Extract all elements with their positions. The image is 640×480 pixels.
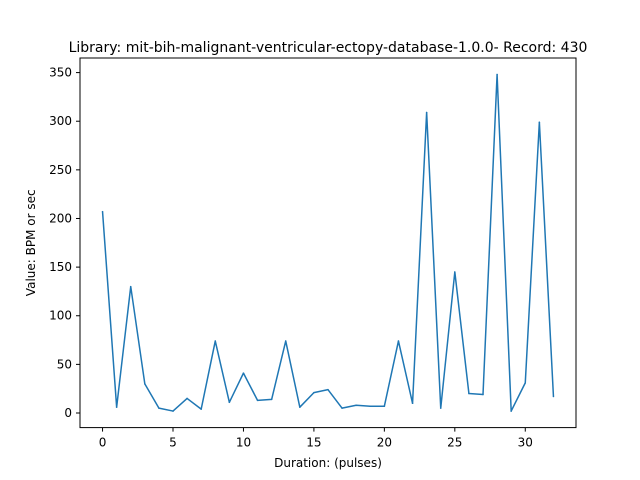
y-tick-label: 350 (49, 66, 72, 80)
data-point (383, 405, 386, 407)
y-tick-label: 200 (49, 211, 72, 225)
data-point (552, 395, 555, 398)
data-point (299, 406, 301, 408)
y-tick-label: 0 (64, 406, 72, 420)
x-tick-label: 15 (306, 436, 321, 450)
x-tick-label: 5 (169, 436, 177, 450)
data-point (510, 410, 512, 412)
data-point (172, 410, 174, 412)
data-point (313, 391, 315, 394)
y-tick-label: 100 (49, 309, 72, 323)
x-tick-label: 25 (447, 436, 462, 450)
data-point (425, 111, 428, 114)
plot-area (101, 73, 555, 412)
plot-frame (79, 57, 577, 429)
data-point (158, 407, 160, 409)
data-point (397, 340, 400, 342)
chart-title: Library: mit-bih-malignant-ventricular-e… (69, 40, 588, 56)
data-point (369, 405, 372, 407)
y-tick-label: 50 (57, 357, 72, 371)
y-axis-label: Value: BPM or sec (24, 189, 38, 296)
data-point (468, 392, 470, 395)
x-axis: 0 5 10 15 20 25 30 (99, 427, 533, 450)
data-point (270, 398, 273, 401)
data-point (101, 210, 104, 213)
data-point (524, 382, 527, 384)
data-point (228, 401, 231, 404)
data-point (129, 285, 132, 288)
x-axis-label: Duration: (pulses) (274, 456, 382, 470)
data-point (200, 408, 202, 410)
data-point (144, 383, 146, 385)
data-point (284, 340, 287, 342)
data-point (496, 73, 498, 76)
data-point (256, 399, 259, 402)
y-tick-label: 150 (49, 260, 72, 274)
data-point (538, 121, 541, 123)
x-tick-label: 0 (99, 436, 107, 450)
data-point (482, 393, 484, 396)
data-point (327, 388, 329, 391)
x-tick-label: 20 (377, 436, 392, 450)
y-axis: 0 50 100 150 200 250 300 350 (49, 66, 80, 420)
data-point (411, 402, 414, 405)
data-point (341, 407, 343, 409)
data-point (186, 397, 188, 400)
y-tick-label: 250 (49, 163, 72, 177)
data-point (242, 372, 245, 374)
data-point (439, 407, 442, 409)
data-point (454, 271, 456, 273)
y-tick-label: 300 (49, 114, 72, 128)
data-point (214, 340, 217, 342)
x-tick-label: 10 (236, 436, 251, 450)
data-point (355, 404, 357, 406)
data-point (115, 406, 118, 408)
x-tick-label: 30 (518, 436, 533, 450)
